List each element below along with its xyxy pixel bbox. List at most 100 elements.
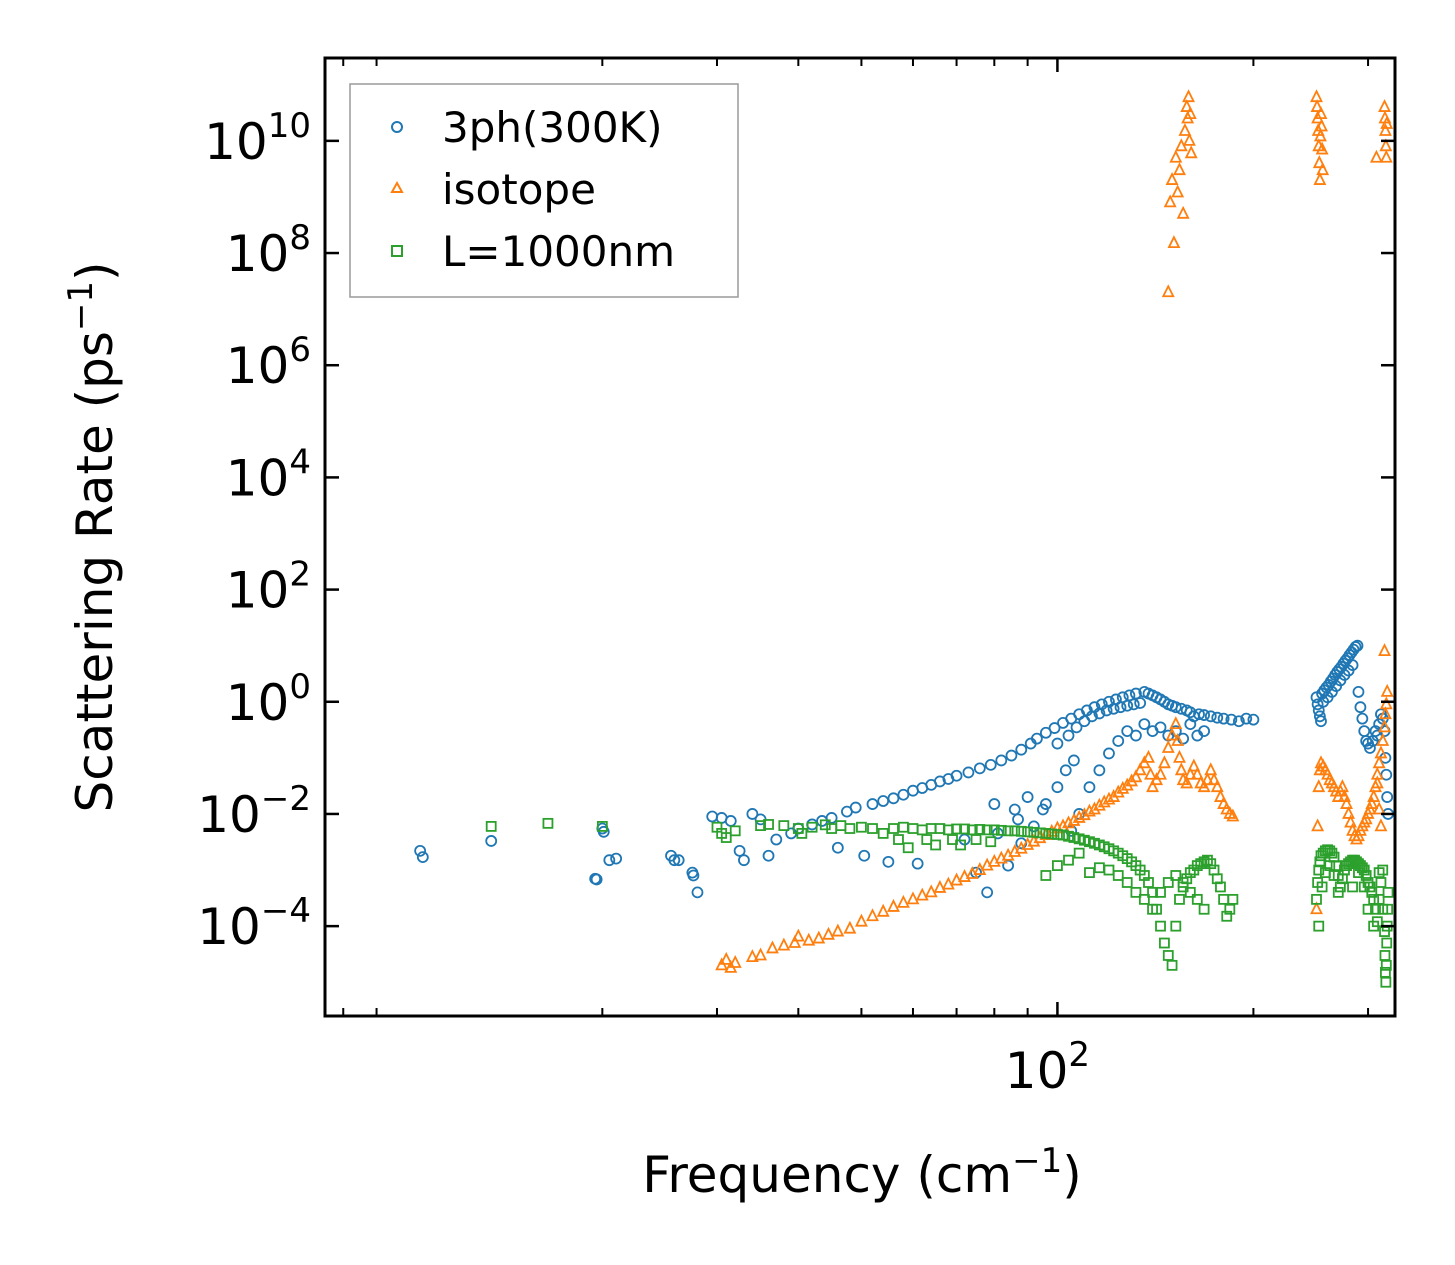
data-point — [485, 820, 497, 832]
data-point — [806, 818, 819, 831]
data-point — [897, 788, 910, 801]
data-point — [1335, 779, 1349, 793]
data-point — [754, 947, 768, 961]
y-tick-label-base: 10 — [226, 337, 290, 395]
y-axis-label: Scattering Rate (ps−1) — [61, 261, 124, 812]
data-point — [1380, 976, 1392, 988]
data-point — [1183, 106, 1197, 119]
data-point — [882, 855, 895, 868]
data-point — [1369, 149, 1383, 163]
y-tick-label-base: 10 — [226, 449, 290, 507]
legend-frame — [349, 83, 739, 298]
data-point — [1313, 710, 1326, 723]
data-point — [1378, 99, 1391, 112]
data-point — [1362, 903, 1374, 915]
data-point — [1102, 791, 1116, 805]
data-point — [1205, 858, 1217, 870]
data-point — [806, 821, 818, 833]
data-point — [893, 834, 904, 845]
data-point — [1312, 779, 1326, 793]
data-point — [796, 828, 808, 839]
legend-label-boundary: L=1000nm — [442, 227, 675, 276]
y-tick-label-exp: 6 — [289, 330, 311, 370]
data-point — [1198, 856, 1210, 868]
data-point — [1200, 772, 1214, 786]
legend-label-3ph: 3ph(300K) — [442, 103, 662, 152]
x-tick-label: 102 — [1005, 1035, 1090, 1100]
data-point — [867, 823, 878, 834]
data-point — [596, 820, 608, 832]
legend-entry-boundary: L=1000nm — [391, 227, 675, 276]
data-point — [916, 824, 928, 836]
data-point — [1180, 99, 1194, 112]
data-point — [1215, 881, 1226, 893]
data-point — [1368, 920, 1380, 932]
data-point — [1313, 128, 1327, 142]
data-point — [687, 869, 700, 882]
data-point — [1313, 920, 1325, 932]
data-point — [668, 854, 681, 867]
data-point — [755, 820, 766, 831]
data-point — [1373, 867, 1385, 879]
y-tick-label-exp: 0 — [289, 667, 311, 707]
data-point — [1247, 713, 1260, 726]
legend-marker-circle — [391, 121, 403, 133]
data-point — [1195, 858, 1207, 870]
series-2 — [485, 817, 1394, 988]
data-point — [1381, 937, 1393, 949]
data-point — [1103, 864, 1115, 876]
data-point — [1051, 737, 1064, 750]
data-point — [877, 795, 890, 807]
y-tick-label: 100 — [226, 667, 311, 732]
data-point — [981, 824, 993, 836]
y-tick-label-base: 10 — [226, 225, 290, 283]
data-point — [724, 815, 737, 827]
data-point — [1147, 903, 1158, 915]
y-axis-label-text: Scattering Rate (ps — [66, 331, 124, 812]
data-point — [921, 834, 933, 845]
data-point — [1048, 722, 1061, 734]
data-point — [603, 854, 616, 867]
data-point — [1204, 762, 1218, 776]
data-point — [988, 824, 1000, 836]
data-point — [1197, 779, 1211, 793]
data-point — [1174, 762, 1188, 776]
data-point — [1379, 149, 1393, 163]
y-tick-label: 106 — [226, 330, 311, 395]
data-point — [1332, 886, 1344, 898]
y-tick-label: 104 — [226, 442, 311, 507]
y-axis-label-sup: −1 — [61, 281, 101, 331]
y-tick-label-exp: 8 — [289, 218, 311, 258]
data-point — [1133, 762, 1147, 776]
data-point — [1015, 743, 1028, 756]
data-point — [1382, 886, 1394, 898]
data-point — [1039, 726, 1052, 739]
data-point — [1360, 870, 1372, 881]
x-axis-label-close: ) — [1062, 1146, 1082, 1204]
data-point — [1221, 910, 1233, 922]
data-point — [1211, 711, 1224, 724]
data-point — [1372, 801, 1386, 815]
data-point — [1103, 747, 1115, 760]
data-point — [1190, 766, 1204, 780]
data-point — [1358, 864, 1370, 876]
data-point — [1232, 715, 1245, 728]
data-point — [973, 762, 986, 775]
data-point — [1218, 893, 1230, 905]
plot-area — [414, 89, 1394, 988]
data-point — [1015, 825, 1027, 837]
data-point — [1169, 701, 1182, 714]
data-point — [1177, 732, 1190, 745]
data-point — [1046, 828, 1058, 840]
data-point — [843, 920, 857, 934]
data-point — [1379, 950, 1391, 961]
data-point — [1184, 145, 1198, 159]
data-point — [1180, 775, 1194, 789]
data-point — [1358, 725, 1371, 738]
data-point — [1130, 886, 1142, 898]
legend-label-isotope: isotope — [442, 165, 596, 214]
data-point — [1380, 683, 1394, 697]
data-point — [1154, 721, 1167, 734]
data-point — [1374, 818, 1388, 832]
data-point — [1356, 712, 1369, 725]
